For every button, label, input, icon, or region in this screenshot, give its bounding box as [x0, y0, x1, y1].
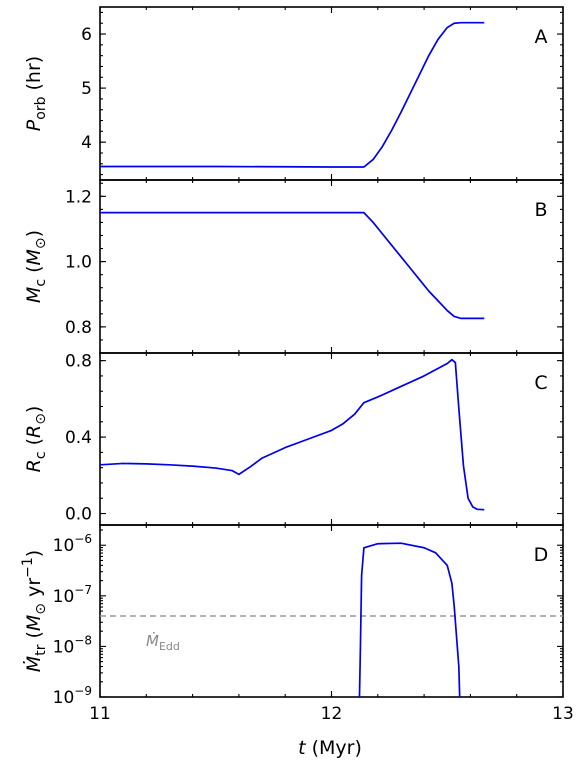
- y-axis-label: Rc (R⊙): [23, 406, 49, 473]
- y-tick-label: 1.0: [65, 253, 92, 273]
- panel-a: 4 5 6 A Porb (hr): [23, 6, 564, 181]
- panel-b: 0.8 1.0 1.2 B Mc (M⊙): [23, 179, 564, 354]
- y-tick-label: 10−9: [53, 684, 92, 708]
- y-tick-label: 0.0: [65, 505, 92, 525]
- x-tick-label: 12: [321, 704, 343, 724]
- panel-letter: A: [535, 26, 548, 48]
- reference-label: ṀEdd: [146, 631, 180, 653]
- y-tick-label: 0.4: [65, 428, 92, 448]
- panel-letter: D: [534, 544, 549, 566]
- y-tick-label: 6: [81, 25, 92, 45]
- y-axis-label: Porb (hr): [23, 56, 49, 131]
- panel-d: 10−9 10−8 10−7 10−6 ṀEdd D Ṁtr (M⊙ yr−1): [20, 524, 564, 708]
- y-axis-label: Mc (M⊙): [23, 230, 49, 303]
- panel-frame: [99, 352, 564, 526]
- x-axis-label: t (Myr): [298, 737, 362, 759]
- panel-c: 0.0 0.4 0.8 C Rc (R⊙): [23, 352, 564, 526]
- series-line: [100, 21, 485, 168]
- y-tick-label: 10−8: [53, 633, 92, 657]
- y-tick-label: 10−7: [53, 583, 92, 607]
- series-line: [358, 542, 461, 697]
- x-axis: 11 12 13: [89, 704, 574, 724]
- x-tick-label: 13: [552, 704, 574, 724]
- y-tick-label: 0.8: [65, 352, 92, 372]
- y-tick-label: 1.2: [65, 187, 92, 207]
- panel-frame: [99, 6, 564, 181]
- panel-letter: C: [534, 372, 547, 394]
- y-tick-label: 5: [81, 79, 92, 99]
- panel-frame: [99, 524, 564, 698]
- y-tick-label: 0.8: [65, 318, 92, 338]
- series-line: [100, 358, 485, 511]
- y-tick-label: 4: [81, 133, 92, 153]
- series-line: [100, 211, 485, 320]
- panel-letter: B: [534, 199, 547, 221]
- panels: 4 5 6 A Porb (hr) 0.8 1.0 1.2 B Mc (M⊙) 0.0 0.4 0.8 C…: [20, 6, 564, 708]
- y-tick-label: 10−6: [53, 532, 92, 556]
- panel-frame: [99, 179, 564, 354]
- y-axis-label: Ṁtr (M⊙ yr−1): [20, 550, 49, 672]
- x-tick-label: 11: [89, 704, 111, 724]
